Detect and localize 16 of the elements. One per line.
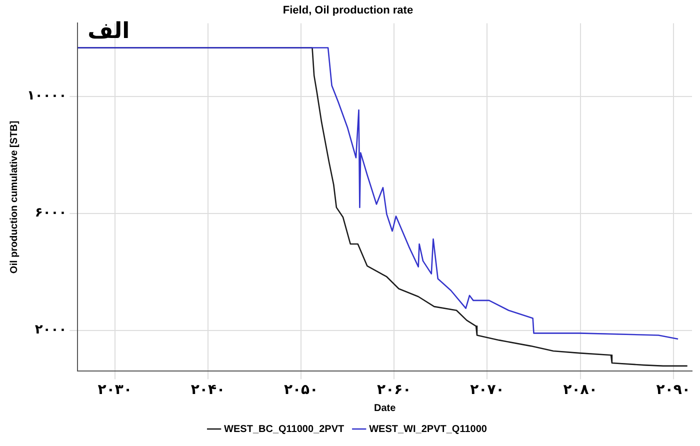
x-tick-label: ۲۰۸۰ <box>563 382 598 398</box>
y-tick-label: ۲۰۰۰ <box>34 322 67 338</box>
x-tick-label: ۲۰۶۰ <box>377 382 412 398</box>
x-axis-title: Date <box>374 402 396 414</box>
x-tick-label: ۲۰۳۰ <box>98 382 132 398</box>
legend-label: WEST_WI_2PVT_Q11000 <box>369 424 488 435</box>
x-tick-label: ۲۰۴۰ <box>190 382 226 398</box>
x-tick-label: ۲۰۷۰ <box>470 382 504 398</box>
x-tick-label: ۲۰۹۰ <box>656 382 690 398</box>
annotation: الف <box>88 18 130 44</box>
x-tick-label: ۲۰۵۰ <box>284 382 318 398</box>
y-tick-label: ۱۰۰۰۰ <box>26 88 67 104</box>
chart-title: Field, Oil production rate <box>282 4 414 17</box>
y-tick-label: ۶۰۰۰ <box>34 206 67 221</box>
legend-label: WEST_BC_Q11000_2PVT <box>224 424 344 435</box>
y-axis-title: Oil production cumulative [STB] <box>8 120 20 274</box>
